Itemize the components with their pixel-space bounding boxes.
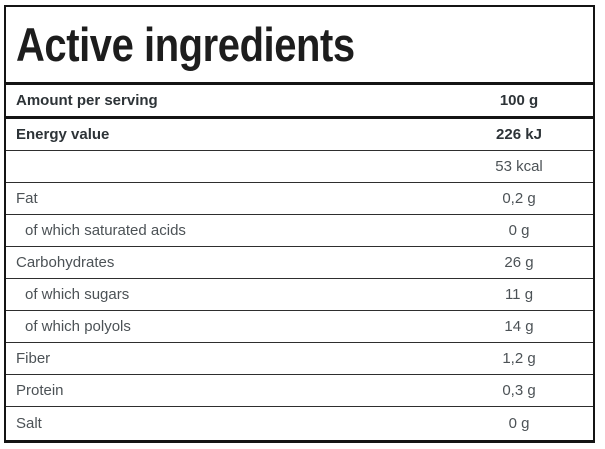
header-row: Amount per serving 100 g bbox=[6, 85, 593, 119]
nutrient-value: 0,2 g bbox=[502, 190, 536, 207]
nutrient-label: of which saturated acids bbox=[25, 222, 186, 239]
page-title: Active ingredients bbox=[16, 18, 355, 71]
nutrient-value: 100 g bbox=[499, 92, 539, 109]
nutrient-label: Protein bbox=[16, 382, 64, 399]
nutrient-label: Amount per serving bbox=[16, 92, 158, 109]
nutrition-rows: Amount per serving 100 g Energy value 22… bbox=[6, 85, 593, 439]
nutrient-value: 226 kJ bbox=[496, 126, 542, 143]
table-row: Carbohydrates 26 g bbox=[6, 247, 593, 279]
nutrient-label: Energy value bbox=[16, 126, 110, 143]
nutrient-label: Carbohydrates bbox=[16, 254, 115, 271]
nutrient-label: of which sugars bbox=[25, 286, 130, 303]
table-row: of which sugars 11 g bbox=[6, 279, 593, 311]
nutrition-table: Active ingredients Amount per serving 10… bbox=[4, 5, 595, 443]
nutrient-value: 26 g bbox=[504, 254, 534, 271]
table-row: Fat 0,2 g bbox=[6, 183, 593, 215]
nutrient-value: 11 g bbox=[504, 286, 534, 303]
nutrient-value: 0 g bbox=[508, 222, 530, 239]
nutrient-value: 53 kcal bbox=[495, 158, 543, 175]
table-row: Protein 0,3 g bbox=[6, 375, 593, 407]
nutrient-label: Fiber bbox=[16, 350, 51, 367]
nutrient-value: 0,3 g bbox=[502, 382, 536, 399]
table-row: of which polyols 14 g bbox=[6, 311, 593, 343]
nutrient-label: Fat bbox=[16, 190, 38, 207]
nutrient-value: 1,2 g bbox=[502, 350, 536, 367]
nutrient-label: of which polyols bbox=[25, 318, 131, 335]
nutrient-label: Salt bbox=[16, 414, 42, 432]
table-row: 53 kcal bbox=[6, 151, 593, 183]
nutrient-value: 0 g bbox=[508, 414, 530, 432]
nutrient-value: 14 g bbox=[504, 318, 534, 335]
table-row: Salt 0 g bbox=[6, 407, 593, 439]
title-block: Active ingredients bbox=[6, 7, 593, 85]
table-row: Fiber 1,2 g bbox=[6, 343, 593, 375]
table-row: of which saturated acids 0 g bbox=[6, 215, 593, 247]
table-row: Energy value 226 kJ bbox=[6, 119, 593, 151]
